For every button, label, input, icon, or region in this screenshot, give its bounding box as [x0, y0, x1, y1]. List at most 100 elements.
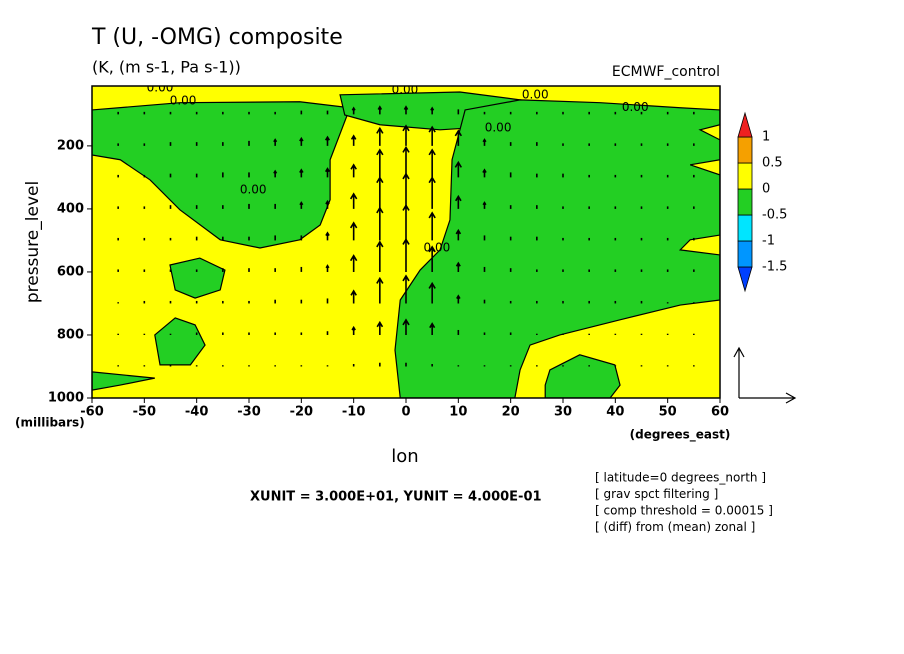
contour-label: 0.00 [522, 87, 549, 101]
wind-vector [455, 194, 462, 209]
negative-region [92, 101, 351, 249]
wind-vector [482, 138, 487, 146]
wind-vector [349, 192, 358, 209]
colorbar-bottom [737, 266, 753, 293]
note: [ comp threshold = 0.00015 ] [595, 504, 773, 518]
x-tick-label: 50 [659, 405, 677, 420]
wind-vector [273, 138, 278, 146]
wind-vector [376, 148, 384, 178]
wind-vector [273, 169, 278, 178]
colorbar-box [737, 136, 753, 164]
wind-vector [299, 201, 304, 209]
x-unit: (degrees_east) [630, 428, 731, 443]
x-tick-label: 30 [554, 405, 572, 420]
x-tick-label: -20 [290, 405, 314, 420]
colorbar-label: 1 [762, 130, 770, 145]
contour-label: 0.00 [392, 82, 419, 96]
wind-vector [402, 318, 410, 335]
wind-vector [351, 106, 356, 115]
wind-vector [299, 136, 304, 146]
wind-vector [455, 261, 461, 272]
contour-label: 0.00 [424, 240, 451, 254]
wind-vector [428, 211, 436, 241]
wind-vector [377, 105, 383, 115]
chart-title: T (U, -OMG) composite [91, 25, 343, 50]
contour-label: 0.00 [147, 80, 174, 94]
wind-vector [349, 254, 358, 272]
y-unit: (millibars) [15, 416, 85, 430]
colorbar-top [737, 111, 753, 138]
negative-region [154, 317, 206, 366]
colorbar-box [737, 240, 753, 268]
wind-vector [350, 163, 357, 178]
colorbar-label: -0.5 [762, 208, 787, 223]
wind-vector [376, 276, 384, 304]
wind-vector [455, 228, 462, 241]
x-tick-label: 0 [401, 405, 410, 420]
wind-vector [482, 201, 487, 209]
colorbar-label: 0 [762, 182, 770, 197]
note: [ latitude=0 degrees_north ] [595, 471, 766, 485]
wind-vector [350, 289, 357, 304]
wind-vector [402, 237, 410, 272]
wind-vector [403, 105, 409, 115]
x-tick-label: 40 [606, 405, 624, 420]
contour-label: 0.00 [170, 93, 197, 107]
y-axis-label: pressure_level [23, 181, 43, 303]
wind-vector [482, 168, 487, 178]
wind-vector [376, 320, 384, 335]
wind-vector [325, 264, 330, 272]
wind-vector [325, 231, 330, 241]
wind-vector [349, 221, 358, 241]
plot-area: 0.000.000.00 0.000.000.000.000.00 [91, 80, 721, 399]
dataset-label: ECMWF_control [612, 64, 720, 80]
x-tick-label: 60 [711, 405, 729, 420]
wind-vector [376, 126, 384, 146]
contour-label: 0.00 [485, 120, 512, 134]
x-tick-label: -40 [185, 405, 209, 420]
colorbar-label: 0.5 [762, 156, 783, 171]
x-tick-label: -10 [342, 405, 366, 420]
y-tick-label: 200 [57, 138, 84, 153]
note: [ (diff) from (mean) zonal ] [595, 520, 755, 534]
x-axis-label: lon [391, 446, 418, 467]
wind-vector [402, 172, 410, 209]
wind-vector [402, 124, 410, 146]
negative-region [92, 371, 155, 391]
negative-region [169, 257, 226, 299]
colorbar-label: -1.5 [762, 260, 787, 275]
wind-vector [324, 135, 331, 146]
wind-vector [428, 281, 436, 304]
chart-subtitle: (K, (m s-1, Pa s-1)) [92, 58, 241, 77]
wind-vector [299, 168, 304, 178]
x-tick-label: 20 [502, 405, 520, 420]
wind-vector [428, 245, 436, 272]
wind-vector [324, 167, 331, 178]
wind-vector [376, 176, 384, 209]
wind-vector [376, 206, 384, 241]
contour-label: 0.00 [240, 183, 267, 197]
wind-vector [454, 160, 463, 178]
wind-vector [456, 294, 461, 304]
x-tick-label: -60 [80, 405, 104, 420]
colorbar-label: -1 [762, 234, 775, 249]
wind-vector [350, 134, 357, 146]
colorbar-box [737, 214, 753, 242]
negative-region [544, 354, 621, 398]
y-tick-label: 1000 [48, 391, 84, 406]
wind-vector [428, 176, 436, 209]
colorbar-box [737, 162, 753, 190]
wind-vector [376, 240, 384, 272]
reference-vector-x [739, 392, 797, 404]
x-tick-label: 10 [449, 405, 467, 420]
wind-vector [402, 203, 410, 241]
wind-vector [325, 199, 330, 209]
x-tick-label: -50 [133, 405, 157, 420]
contour-label: 0.00 [622, 100, 649, 114]
colorbar-box [737, 188, 753, 216]
y-tick-label: 600 [57, 264, 84, 279]
reference-label: XUNIT = 3.000E+01, YUNIT = 4.000E-01 [250, 490, 542, 505]
y-tick-label: 400 [57, 201, 84, 216]
negative-region [394, 99, 720, 398]
